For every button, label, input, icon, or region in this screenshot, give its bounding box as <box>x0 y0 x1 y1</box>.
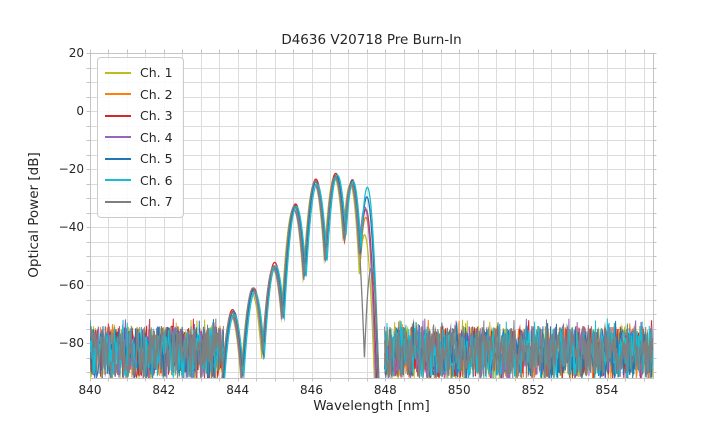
legend-line-swatch <box>105 157 131 160</box>
y-tick-label: −40 <box>58 220 84 235</box>
legend-item: Ch. 5 <box>105 148 173 170</box>
legend-item: Ch. 2 <box>105 84 173 106</box>
legend-item: Ch. 7 <box>105 191 173 213</box>
legend-item: Ch. 3 <box>105 105 173 127</box>
legend-item: Ch. 6 <box>105 170 173 192</box>
x-tick-label: 842 <box>152 383 176 397</box>
legend-line-swatch <box>105 93 131 96</box>
legend-item: Ch. 1 <box>105 62 173 84</box>
x-tick-label: 840 <box>78 383 102 397</box>
legend-line-swatch <box>105 71 131 74</box>
legend-item: Ch. 4 <box>105 127 173 149</box>
legend-label: Ch. 5 <box>140 151 173 167</box>
x-tick-label: 844 <box>226 383 250 397</box>
y-tick-label: 20 <box>68 46 84 60</box>
x-tick-label: 848 <box>373 383 397 397</box>
legend-label: Ch. 4 <box>140 129 173 145</box>
y-tick-label: −80 <box>58 336 84 351</box>
legend-label: Ch. 7 <box>140 194 173 210</box>
x-tick-label: 852 <box>521 383 545 397</box>
legend-label: Ch. 2 <box>140 86 173 102</box>
x-tick-label: 846 <box>300 383 323 397</box>
legend-line-swatch <box>105 136 131 139</box>
legend-line-swatch <box>105 200 131 203</box>
x-axis-label: Wavelength [nm] <box>313 398 430 414</box>
legend-label: Ch. 1 <box>140 65 173 81</box>
legend-line-swatch <box>105 179 131 182</box>
x-tick-label: 854 <box>595 383 619 397</box>
legend-label: Ch. 3 <box>140 108 173 124</box>
x-tick-label: 850 <box>447 383 471 397</box>
y-tick-label: 0 <box>76 104 84 119</box>
chart-title: D4636 V20718 Pre Burn-In <box>281 32 462 48</box>
y-tick-label: −20 <box>58 162 84 177</box>
legend-label: Ch. 6 <box>140 172 173 188</box>
y-tick-label: −60 <box>58 278 84 293</box>
chart-legend: Ch. 1 Ch. 2 Ch. 3 Ch. 4 Ch. 5 Ch. 6 Ch. 7 <box>97 57 184 218</box>
legend-line-swatch <box>105 114 131 117</box>
